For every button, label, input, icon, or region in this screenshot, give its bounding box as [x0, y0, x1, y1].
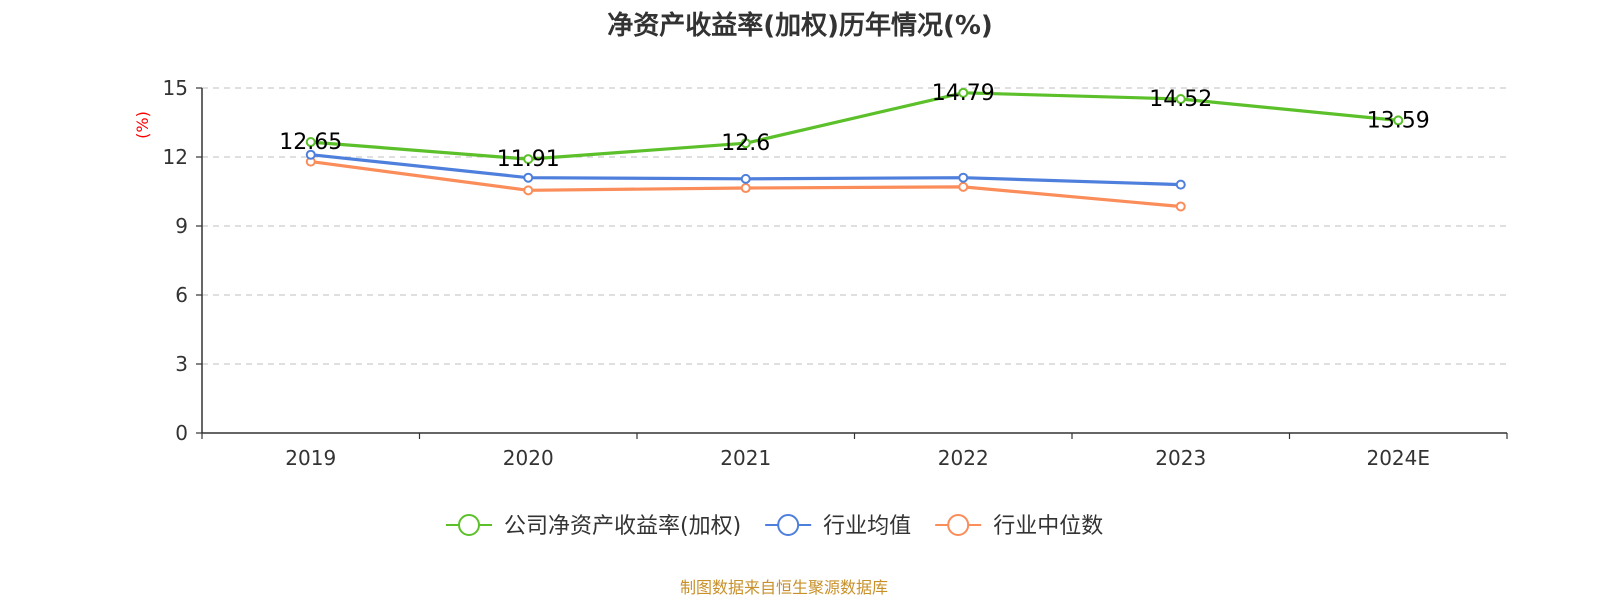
y-axis-label: (%)	[133, 111, 152, 139]
y-tick-label: 12	[163, 145, 188, 169]
legend-marker	[947, 514, 970, 536]
legend-label: 公司净资产收益率(加权)	[504, 514, 741, 539]
x-tick-label: 2022	[938, 446, 989, 470]
source-footer: 制图数据来自恒生聚源数据库	[680, 578, 888, 597]
data-label: 12.6	[721, 131, 770, 156]
legend-item: 行业均值	[765, 514, 911, 539]
data-labels: 12.65 11.91 12.6 14.79 14.52 13.59	[279, 81, 1429, 172]
x-tick-label: 2019	[285, 446, 336, 470]
data-point	[523, 154, 534, 165]
y-tick-label: 6	[175, 283, 188, 307]
data-point	[740, 138, 751, 149]
data-label: 13.59	[1367, 108, 1430, 133]
data-point	[305, 137, 316, 148]
data-point	[958, 87, 969, 98]
data-point	[958, 181, 969, 192]
data-point	[740, 183, 751, 194]
series-1	[305, 149, 1186, 190]
legend-item: 公司净资产收益率(加权)	[446, 514, 741, 539]
data-label: 11.91	[497, 147, 560, 172]
data-point	[1175, 201, 1186, 212]
y-tick-label: 9	[175, 214, 188, 238]
legend-label: 行业均值	[823, 514, 911, 539]
legend-marker	[777, 514, 800, 536]
data-point	[305, 149, 316, 160]
legend: 公司净资产收益率(加权) 行业均值 行业中位数	[446, 514, 1103, 539]
data-point	[1175, 179, 1186, 190]
y-tick-label: 15	[163, 76, 188, 100]
x-tick-label: 2024E	[1366, 446, 1430, 470]
data-point	[740, 173, 751, 184]
y-tick-label: 3	[175, 352, 188, 376]
legend-item: 行业中位数	[935, 514, 1103, 539]
axes: 0 3 6 9 12 15 2019 2020 2021 2022 2023 2024E	[163, 76, 1508, 470]
legend-label: 行业中位数	[993, 514, 1103, 539]
series-layer	[305, 87, 1404, 212]
x-tick-label: 2021	[720, 446, 771, 470]
series-2	[305, 156, 1186, 212]
series-0	[305, 87, 1404, 165]
x-tick-label: 2023	[1155, 446, 1206, 470]
data-point	[1175, 94, 1186, 105]
legend-marker	[458, 514, 480, 536]
data-label: 12.65	[279, 130, 342, 155]
data-point	[1393, 115, 1404, 126]
y-tick-label: 0	[175, 421, 188, 445]
x-tick-label: 2020	[503, 446, 554, 470]
data-point	[958, 172, 969, 183]
series-line	[310, 91, 1399, 161]
data-label: 14.79	[932, 81, 995, 106]
data-point	[523, 185, 534, 196]
grid-lines	[202, 87, 1507, 365]
data-label: 14.52	[1149, 87, 1212, 112]
data-point	[523, 172, 534, 183]
chart-title: 净资产收益率(加权)历年情况(%)	[607, 10, 993, 41]
